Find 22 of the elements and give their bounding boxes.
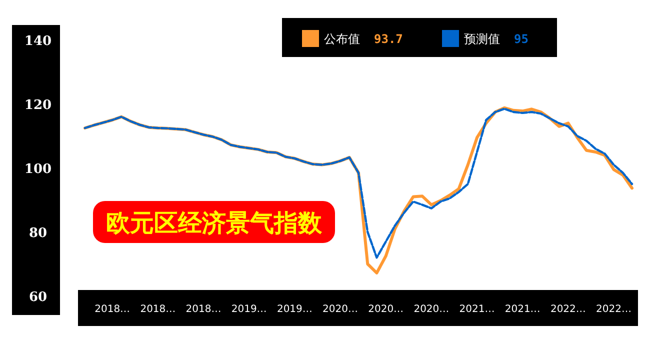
x-tick-label: 2018… <box>186 304 222 315</box>
legend-label: 预测值 <box>464 32 500 46</box>
x-tick-label: 2021… <box>459 304 495 315</box>
x-tick-label: 2019… <box>231 304 267 315</box>
x-tick-label: 2018… <box>140 304 176 315</box>
annotation: 95 <box>514 32 528 46</box>
text: 欧元区经济景气指数 <box>106 208 323 237</box>
y-tick-label: 140 <box>24 34 52 49</box>
legend-label: 公布值 <box>324 32 360 46</box>
x-tick-label: 2022… <box>550 304 586 315</box>
annotation: 93.7 <box>374 32 403 46</box>
y-tick-label: 100 <box>24 162 52 177</box>
x-tick-label: 2020… <box>414 304 450 315</box>
x-tick-label: 2019… <box>276 304 312 315</box>
x-tick-label: 2020… <box>368 304 404 315</box>
y-tick-label: 120 <box>24 98 52 113</box>
y-tick-label: 80 <box>28 226 48 241</box>
y-tick-label: 60 <box>28 290 48 305</box>
x-tick-label: 2022… <box>596 304 632 315</box>
x-tick-label: 2018… <box>94 304 130 315</box>
x-tick-label: 2020… <box>322 304 358 315</box>
x-tick-label: 2021… <box>504 304 540 315</box>
